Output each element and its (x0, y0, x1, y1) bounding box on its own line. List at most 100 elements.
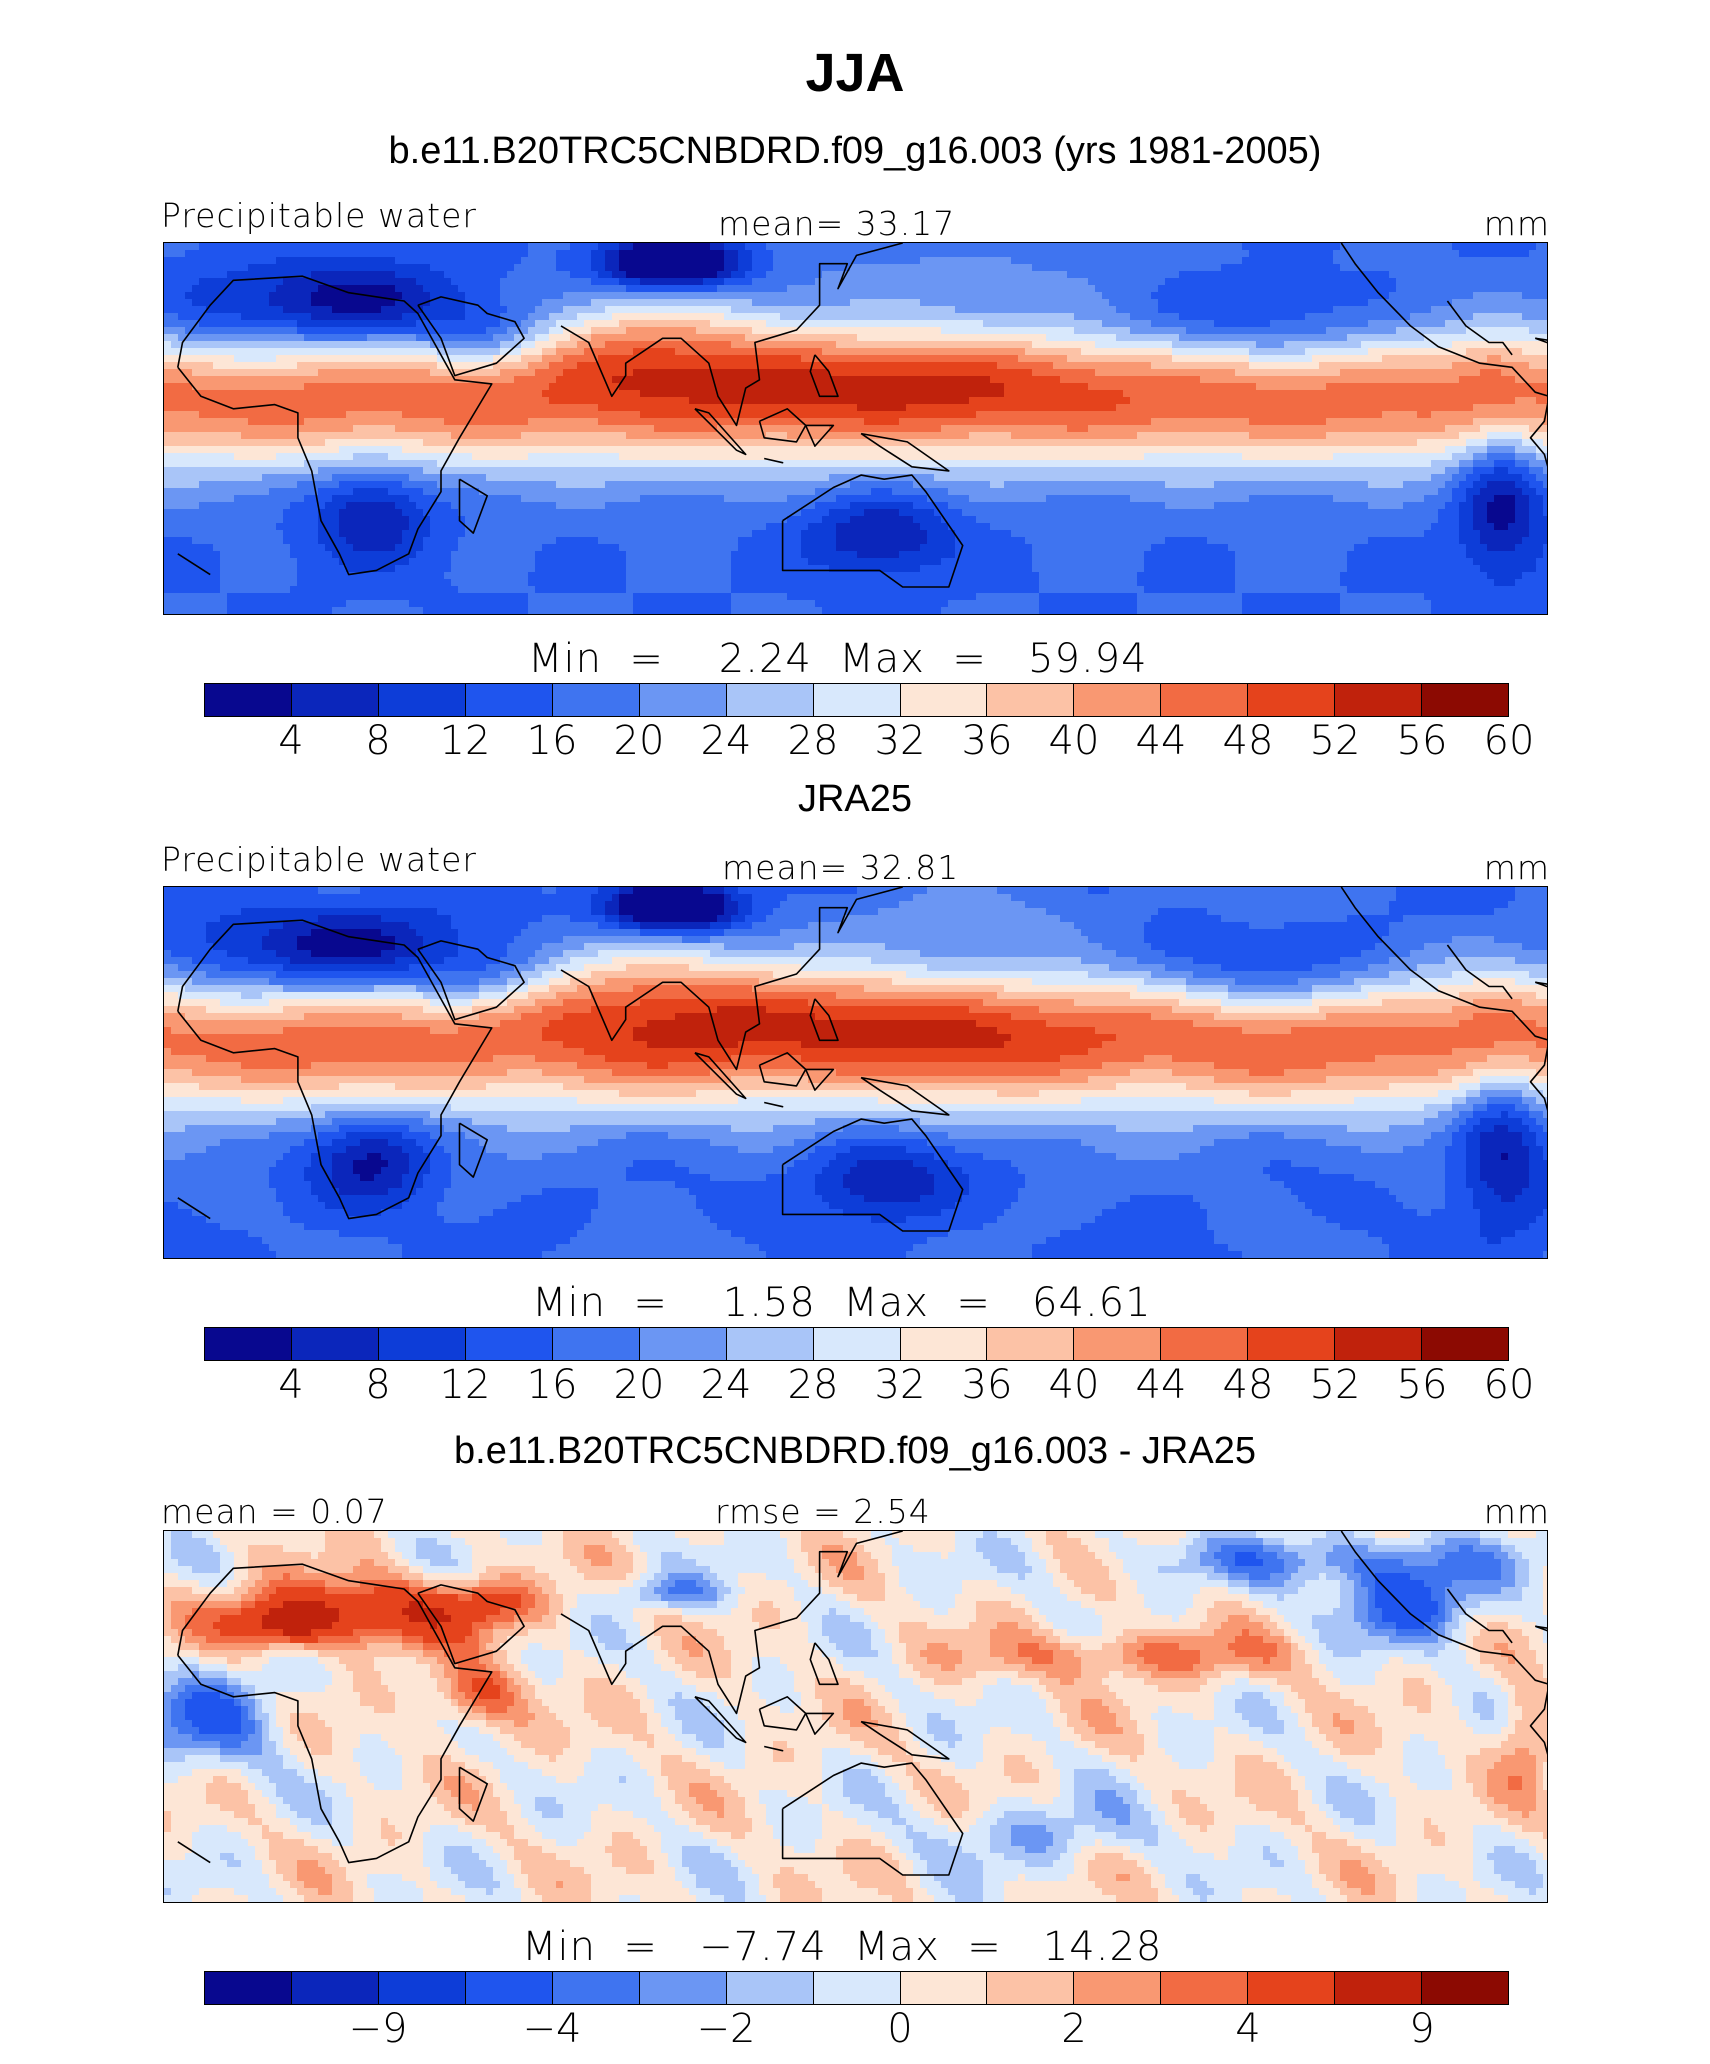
colorbar-swatch (900, 1328, 988, 1360)
colorbar-tick-label: 9 (1409, 2006, 1434, 2052)
colorbar-swatch (205, 1328, 292, 1360)
colorbar-swatch (813, 1972, 901, 2004)
coastline (860, 1720, 950, 1760)
panel1-title: b.e11.B20TRC5CNBDRD.f09_g16.003 (yrs 198… (0, 130, 1710, 173)
coastline (560, 1531, 903, 1715)
panel3-colorbar (204, 1971, 1509, 2005)
coastline (1446, 944, 1513, 1000)
colorbar-swatch (987, 1328, 1075, 1360)
colorbar-tick-label: 16 (527, 718, 578, 764)
colorbar-tick-label: 52 (1310, 1362, 1361, 1408)
coastline (177, 1841, 211, 1864)
colorbar-tick-label: 40 (1049, 1362, 1100, 1408)
colorbar-tick-label: −9 (349, 2006, 408, 2052)
colorbar-tick-label: 24 (701, 1362, 752, 1408)
colorbar-tick-label: 40 (1049, 718, 1100, 764)
coastline (417, 296, 525, 377)
coastline (458, 478, 489, 534)
coastline (560, 887, 903, 1071)
colorbar-tick-label: 60 (1484, 1362, 1535, 1408)
colorbar-swatch (726, 684, 814, 716)
coastline (458, 1766, 489, 1822)
colorbar-tick-label: 60 (1484, 718, 1535, 764)
colorbar-tick-label: 44 (1136, 1362, 1187, 1408)
colorbar-swatch (900, 684, 988, 716)
colorbar-tick-label: 36 (962, 718, 1013, 764)
panel2-colorbar (204, 1327, 1509, 1361)
colorbar-tick-label: 44 (1136, 718, 1187, 764)
colorbar-swatch (1161, 1328, 1249, 1360)
colorbar-swatch (378, 684, 466, 716)
colorbar-tick-label: 24 (701, 718, 752, 764)
colorbar-swatch (205, 1972, 292, 2004)
coastline (1446, 1588, 1513, 1644)
colorbar-swatch (1161, 684, 1249, 716)
coastline (417, 940, 525, 1021)
coastline (758, 1052, 807, 1087)
panel1-minmax: Min = 2.24 Max = 59.94 (528, 636, 1148, 682)
panel3-colorbar-ticks: −9 −4 −2 0 2 4 9 (204, 2006, 1509, 2052)
coastline (860, 1076, 950, 1116)
colorbar-swatch (987, 1972, 1075, 2004)
colorbar-tick-label: 32 (875, 718, 926, 764)
coastline (1534, 1625, 1547, 1632)
colorbar-swatch (291, 684, 379, 716)
colorbar-tick-label: −2 (697, 2006, 756, 2052)
colorbar-swatch (1074, 684, 1162, 716)
colorbar-tick-label: 0 (887, 2006, 912, 2052)
colorbar-tick-label: 12 (440, 1362, 491, 1408)
colorbar-tick-label: 4 (278, 1362, 303, 1408)
coastline (1340, 887, 1547, 1111)
colorbar-swatch (1248, 1972, 1336, 2004)
colorbar-tick-label: 28 (788, 1362, 839, 1408)
colorbar-tick-label: 16 (527, 1362, 578, 1408)
panel1-map (163, 242, 1548, 615)
colorbar-swatch (1422, 1972, 1509, 2004)
colorbar-swatch (1161, 1972, 1249, 2004)
coastline (177, 553, 211, 576)
colorbar-swatch (639, 1972, 727, 2004)
panel1-units-label: mm (1484, 204, 1550, 243)
colorbar-tick-label: 32 (875, 1362, 926, 1408)
colorbar-swatch (552, 1972, 640, 2004)
colorbar-tick-label: 2 (1061, 2006, 1086, 2052)
coastline (694, 1696, 747, 1744)
colorbar-swatch (1074, 1972, 1162, 2004)
colorbar-swatch (1335, 1328, 1423, 1360)
colorbar-tick-label: 56 (1397, 718, 1448, 764)
colorbar-swatch (1335, 684, 1423, 716)
colorbar-tick-label: 28 (788, 718, 839, 764)
panel2-minmax: Min = 1.58 Max = 64.61 (532, 1280, 1152, 1326)
colorbar-swatch (378, 1328, 466, 1360)
coastline (1534, 981, 1547, 988)
colorbar-tick-label: 36 (962, 1362, 1013, 1408)
colorbar-tick-label: 20 (614, 718, 665, 764)
coastline (758, 1696, 807, 1731)
coastline (177, 919, 493, 1220)
colorbar-tick-label: −4 (523, 2006, 582, 2052)
colorbar-swatch (726, 1328, 814, 1360)
coastline (1340, 1531, 1547, 1755)
coastline (177, 1563, 493, 1864)
panel2-units-label: mm (1484, 848, 1550, 887)
colorbar-tick-label: 4 (278, 718, 303, 764)
coastline (694, 408, 747, 456)
coastline (809, 998, 839, 1042)
colorbar-swatch (900, 1972, 988, 2004)
panel3-minmax: Min = −7.74 Max = 14.28 (522, 1924, 1162, 1970)
coastline (764, 1101, 784, 1108)
panel3-map (163, 1530, 1548, 1903)
colorbar-swatch (639, 684, 727, 716)
coastline (694, 1052, 747, 1100)
colorbar-swatch (813, 684, 901, 716)
colorbar-swatch (1422, 684, 1509, 716)
colorbar-swatch (465, 684, 553, 716)
coastline (764, 1745, 784, 1752)
panel2-map (163, 886, 1548, 1259)
colorbar-tick-label: 48 (1223, 1362, 1274, 1408)
panel1-mean-label: mean= 33.17 (718, 204, 955, 243)
colorbar-tick-label: 8 (365, 718, 390, 764)
coastline (860, 432, 950, 472)
coastline (809, 1642, 839, 1686)
colorbar-tick-label: 56 (1397, 1362, 1448, 1408)
